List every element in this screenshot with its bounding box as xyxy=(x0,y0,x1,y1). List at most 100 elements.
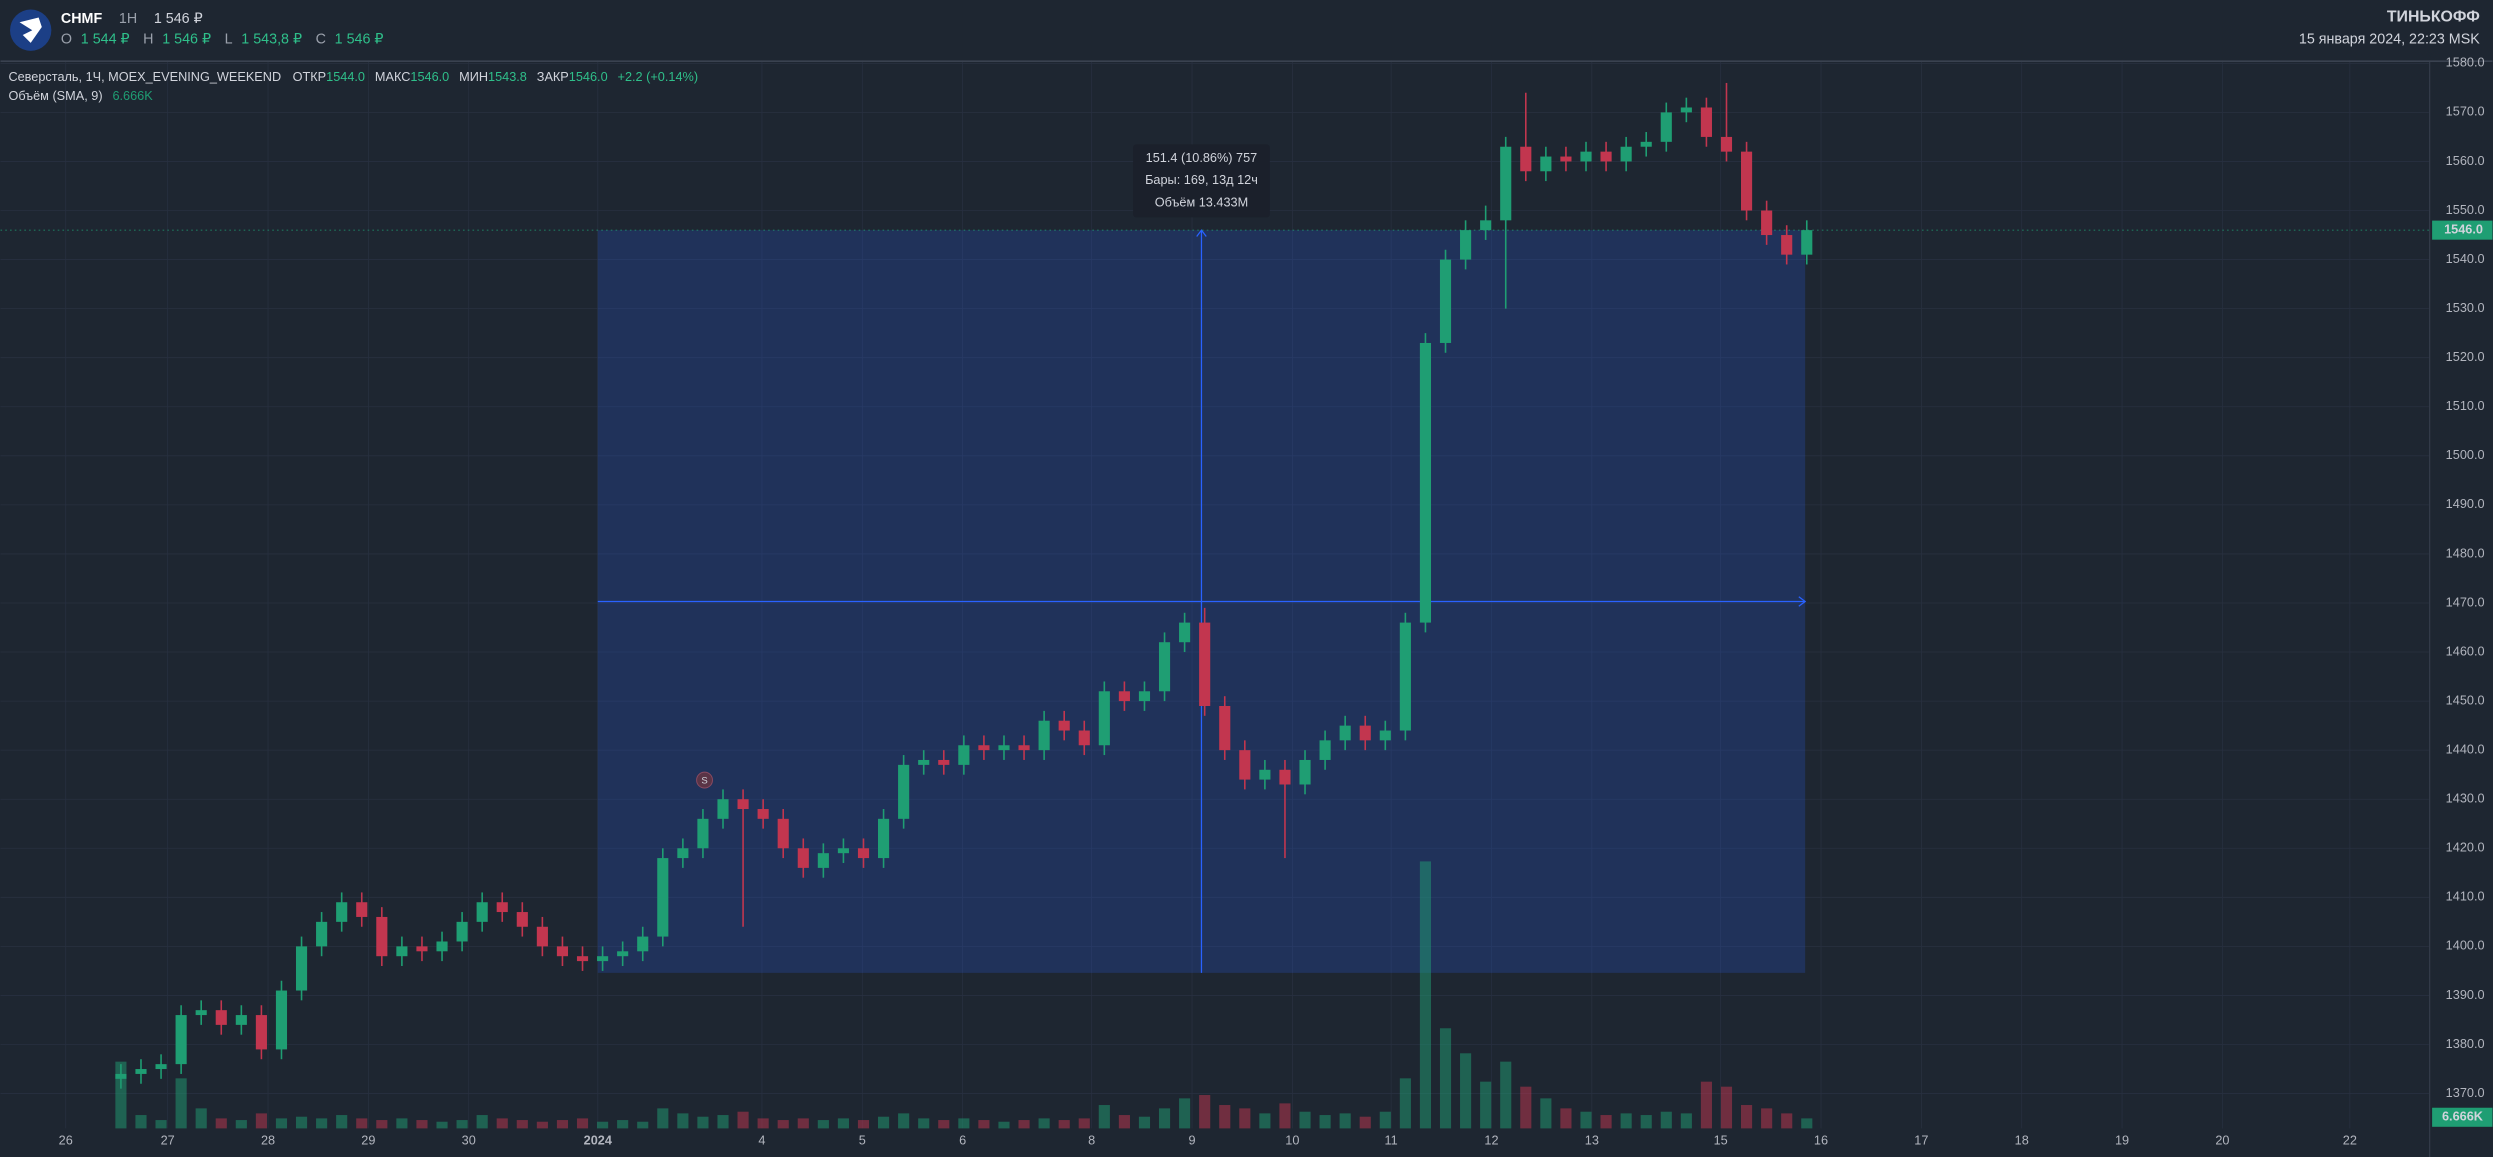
volume-bar xyxy=(1299,1111,1311,1129)
y-tick-label: 1520.0 xyxy=(2446,349,2485,364)
x-tick-label: 8 xyxy=(1088,1132,1095,1147)
legend-label: МАКС xyxy=(375,69,410,84)
plot: S 151.4 (10.86%) 757 Бары: 169, 13д 12ч Объ… xyxy=(0,60,2429,1129)
volume-bar xyxy=(1540,1098,1552,1129)
volume-value: 6.666K xyxy=(112,88,153,103)
candle-body xyxy=(316,921,328,947)
volume-bar xyxy=(878,1116,890,1129)
candle-body xyxy=(1038,720,1050,751)
volume-bar xyxy=(1359,1116,1371,1129)
y-tick-label: 1460.0 xyxy=(2446,643,2485,658)
volume-bar xyxy=(597,1121,609,1129)
volume-bar xyxy=(1439,1028,1452,1129)
volume-bar xyxy=(1660,1111,1672,1129)
measure-tooltip-line: Бары: 169, 13д 12ч xyxy=(1145,172,1258,187)
volume-bar xyxy=(637,1121,649,1129)
candle-body xyxy=(416,946,428,952)
volume-bar xyxy=(1580,1111,1592,1129)
candle-body xyxy=(1259,769,1271,780)
volume-bar xyxy=(1058,1120,1070,1129)
volume-bar xyxy=(135,1115,147,1129)
y-tick-label: 1400.0 xyxy=(2446,938,2485,953)
candle-body xyxy=(275,990,288,1050)
candle-body xyxy=(115,1073,127,1079)
candle-body xyxy=(1801,230,1813,255)
candle-body xyxy=(1058,720,1070,731)
candle-body xyxy=(777,818,789,849)
candle-body xyxy=(396,946,408,957)
volume-bar xyxy=(1680,1113,1692,1129)
candle-body xyxy=(1761,210,1773,236)
candle-body xyxy=(436,941,448,952)
volume-bar xyxy=(918,1118,930,1129)
x-tick-label: 28 xyxy=(261,1132,275,1147)
candle-body xyxy=(998,745,1010,751)
candle-body xyxy=(1560,156,1572,162)
x-tick-label: 15 xyxy=(1714,1132,1728,1147)
volume-sma-label: 6.666K xyxy=(2442,1109,2484,1124)
candle-body xyxy=(817,853,829,868)
volume-bar xyxy=(1379,1111,1391,1129)
y-tick-label: 1550.0 xyxy=(2446,202,2485,217)
volume-bar xyxy=(1620,1113,1632,1129)
candle-body xyxy=(958,745,970,765)
datetime: 15 января 2024, 22:23 MSK xyxy=(2299,32,2480,48)
volume-bar xyxy=(1801,1118,1813,1129)
symbol: CHMF xyxy=(61,11,103,27)
legend-label: ОТКР xyxy=(293,69,327,84)
candle-body xyxy=(617,951,629,957)
legend-value: 1546.0 xyxy=(569,69,608,84)
interval: 1H xyxy=(119,11,137,27)
y-tick-label: 1540.0 xyxy=(2446,251,2485,266)
volume-bar xyxy=(1419,861,1432,1129)
volume-bar xyxy=(817,1120,829,1129)
x-tick-label: 30 xyxy=(462,1132,476,1147)
volume-bar xyxy=(1781,1113,1793,1129)
candle-body xyxy=(1520,146,1532,172)
candle-body xyxy=(235,1015,247,1025)
volume-bar xyxy=(416,1120,428,1129)
candle-body xyxy=(336,902,348,922)
candle-body xyxy=(857,848,870,859)
candle-body xyxy=(556,946,569,957)
volume-bar xyxy=(356,1118,368,1129)
ohlc-label: H xyxy=(143,32,153,48)
volume-bar xyxy=(396,1118,408,1129)
y-tick-label: 1370.0 xyxy=(2446,1085,2485,1100)
y-tick-label: 1440.0 xyxy=(2446,742,2485,757)
volume-bar xyxy=(576,1118,589,1129)
volume-bar xyxy=(1319,1115,1331,1129)
volume-bar xyxy=(516,1120,528,1129)
volume-bar xyxy=(316,1118,328,1129)
candle-body xyxy=(376,916,388,957)
legend-volume: Объём (SMA, 9) 6.666K xyxy=(8,88,153,103)
volume-bar xyxy=(1700,1081,1712,1129)
volume-bar xyxy=(1720,1086,1733,1129)
volume-bar xyxy=(777,1120,789,1129)
volume-bar xyxy=(657,1108,669,1129)
x-tick-label: 16 xyxy=(1814,1132,1828,1147)
volume-bar xyxy=(998,1121,1010,1129)
candle-body xyxy=(1580,151,1592,162)
candle-body xyxy=(1078,730,1090,746)
candle-body xyxy=(1620,146,1632,162)
volume-bar xyxy=(215,1118,227,1129)
candle-body xyxy=(1439,259,1452,343)
candle-body xyxy=(496,902,508,913)
candle-body xyxy=(837,848,849,854)
ohlc-label: C xyxy=(316,32,326,48)
volume-bar xyxy=(958,1118,970,1129)
x-tick-label: 6 xyxy=(959,1132,966,1147)
volume-bar xyxy=(295,1116,308,1129)
candle-body xyxy=(516,912,528,927)
volume-bar xyxy=(1520,1086,1532,1129)
candle-body xyxy=(1700,107,1712,137)
candle-body xyxy=(878,818,890,859)
volume-bar xyxy=(938,1120,950,1129)
y-tick-label: 1450.0 xyxy=(2446,692,2485,707)
x-tick-label: 13 xyxy=(1585,1132,1599,1147)
legend-value: 1544.0 xyxy=(326,69,365,84)
x-tick-label: 18 xyxy=(2015,1132,2029,1147)
candle-body xyxy=(1158,642,1171,692)
